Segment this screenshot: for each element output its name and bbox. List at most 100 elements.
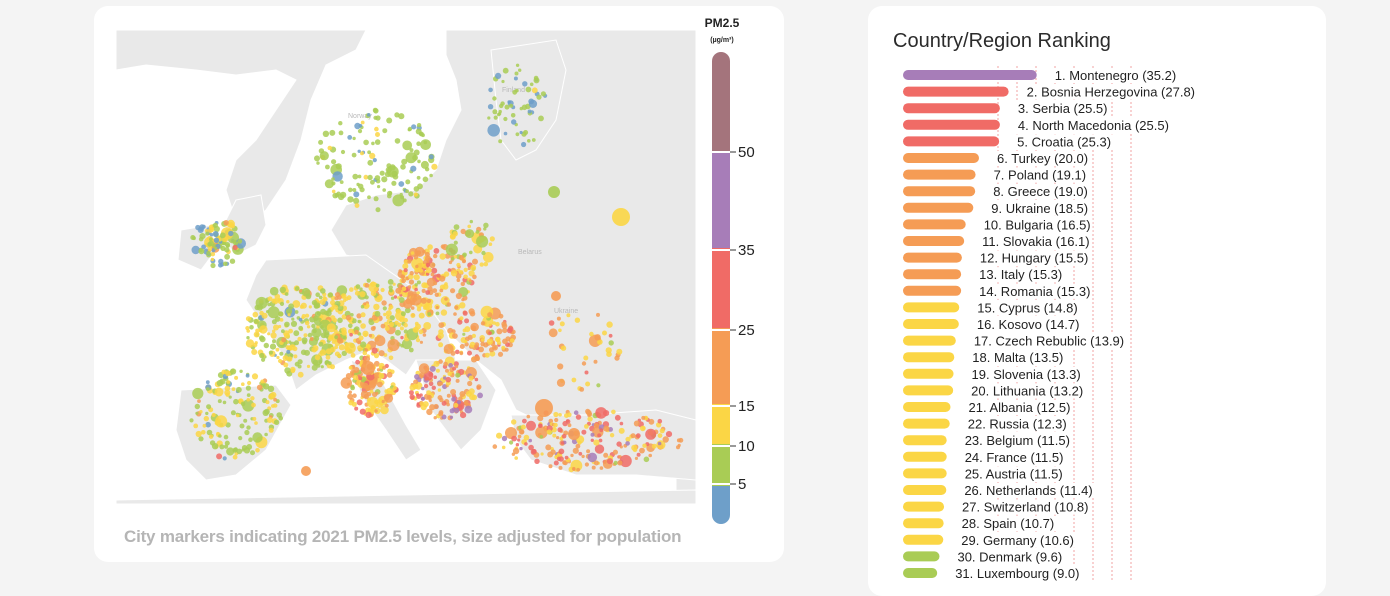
city-marker <box>394 320 399 325</box>
city-marker <box>553 422 558 428</box>
city-marker <box>556 316 561 321</box>
city-marker <box>603 425 610 432</box>
city-marker <box>259 352 265 359</box>
city-marker <box>405 152 417 164</box>
city-marker <box>571 377 577 383</box>
city-marker <box>585 408 591 414</box>
city-marker <box>598 438 603 443</box>
ranking-bar <box>903 534 944 545</box>
city-marker <box>574 317 581 323</box>
city-marker <box>245 326 250 331</box>
ranking-bar <box>903 451 947 462</box>
city-marker <box>245 316 252 322</box>
ranking-bar <box>903 368 954 379</box>
city-marker <box>353 367 360 373</box>
city-marker <box>376 401 383 408</box>
city-marker <box>368 318 375 326</box>
city-marker <box>472 274 477 280</box>
city-marker <box>415 338 421 343</box>
city-marker <box>586 449 591 454</box>
city-marker <box>373 360 380 367</box>
city-marker <box>341 350 347 356</box>
city-marker <box>459 302 466 309</box>
city-marker <box>417 159 421 164</box>
city-marker <box>520 424 526 430</box>
city-marker <box>352 393 357 399</box>
city-marker <box>420 160 429 169</box>
city-marker <box>512 89 518 95</box>
city-marker <box>502 327 508 334</box>
city-marker <box>223 220 229 226</box>
city-marker <box>327 145 333 151</box>
city-marker <box>293 330 300 337</box>
city-marker <box>387 193 392 199</box>
city-marker <box>205 380 210 385</box>
city-marker <box>251 373 259 380</box>
city-marker <box>616 348 623 355</box>
city-marker <box>450 256 455 261</box>
city-marker <box>314 155 320 162</box>
city-marker <box>366 278 371 283</box>
city-marker <box>523 130 529 135</box>
city-marker <box>450 389 457 395</box>
city-marker <box>533 75 539 81</box>
city-marker <box>659 428 665 434</box>
city-marker <box>441 414 447 420</box>
city-marker <box>403 317 408 323</box>
legend-ticks: 5 10 15 25 35 50 <box>712 144 755 493</box>
city-marker <box>405 179 411 185</box>
city-marker <box>253 318 259 324</box>
city-marker <box>357 129 363 134</box>
city-marker <box>518 68 522 72</box>
ranking-label: 2. Bosnia Herzegovina (27.8) <box>1027 85 1195 100</box>
city-marker <box>464 342 469 347</box>
city-marker <box>548 418 554 424</box>
city-marker <box>506 327 513 334</box>
city-marker <box>425 267 432 274</box>
legend-tick-label-15: 15 <box>738 398 755 415</box>
city-marker <box>567 423 572 428</box>
city-marker <box>445 243 458 256</box>
city-marker <box>468 375 474 381</box>
city-marker <box>331 177 335 181</box>
city-marker <box>409 384 416 391</box>
city-marker <box>364 295 369 300</box>
legend-tick-label-5: 5 <box>738 476 746 493</box>
city-marker <box>360 120 365 125</box>
city-marker <box>348 365 353 370</box>
city-marker <box>375 132 380 137</box>
city-marker <box>331 340 336 344</box>
city-marker <box>284 292 289 296</box>
city-marker <box>377 381 383 388</box>
city-marker <box>523 434 530 441</box>
city-marker <box>408 390 414 396</box>
city-marker <box>378 372 385 379</box>
city-marker <box>267 296 273 302</box>
city-marker <box>537 415 544 422</box>
ranking-bar <box>903 86 1009 97</box>
city-marker <box>428 154 434 160</box>
city-marker <box>426 390 432 396</box>
city-marker <box>324 179 334 189</box>
city-marker-large <box>568 428 580 440</box>
city-marker <box>417 183 423 190</box>
city-marker <box>556 436 560 440</box>
city-marker <box>308 305 312 309</box>
ranking-label: 1. Montenegro (35.2) <box>1055 68 1176 83</box>
city-marker <box>312 329 317 334</box>
city-marker <box>548 328 558 338</box>
ranking-bar <box>903 103 1000 114</box>
city-marker <box>271 298 277 304</box>
city-marker <box>373 196 379 202</box>
city-marker <box>374 175 381 181</box>
city-marker <box>477 392 483 399</box>
city-marker <box>584 462 589 467</box>
legend-bands <box>712 52 730 524</box>
city-marker <box>487 104 494 110</box>
city-marker <box>558 456 564 462</box>
city-marker <box>212 222 218 228</box>
city-marker <box>444 282 448 286</box>
city-marker <box>608 333 613 338</box>
city-marker <box>587 416 593 422</box>
city-marker <box>462 310 468 316</box>
